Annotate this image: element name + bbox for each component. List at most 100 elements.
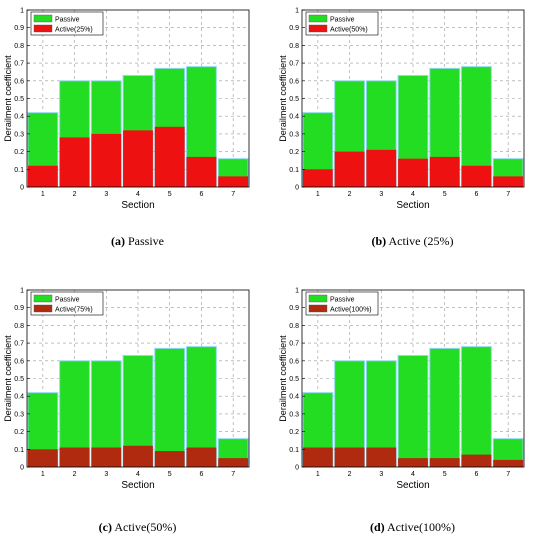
- x-axis-label: Section: [121, 480, 154, 491]
- bar-active: [154, 126, 185, 187]
- bar-active: [398, 158, 428, 187]
- y-tick-label: 0.2: [289, 149, 299, 156]
- x-tick-label: 3: [104, 191, 108, 198]
- bar-active: [218, 458, 249, 467]
- y-tick-label: 0.2: [14, 429, 24, 436]
- bar-active: [91, 133, 122, 187]
- bar-active: [334, 151, 365, 187]
- x-tick-label: 5: [168, 471, 172, 478]
- legend-label: Passive: [55, 17, 80, 24]
- caption-letter: (d): [370, 520, 385, 534]
- x-tick-label: 1: [316, 191, 320, 198]
- y-tick-label: 1: [295, 8, 299, 15]
- bar-active: [302, 447, 333, 467]
- legend-label: Passive: [55, 297, 80, 304]
- x-tick-label: 2: [348, 191, 352, 198]
- chart-panel-d: 0 0.1 0.2 0.3 0.4 0.5 0.6 0.7 0.8 0.9 1 1 2 3 4 5 6 7 Sect…: [275, 268, 550, 536]
- y-tick-label: 0.4: [289, 114, 299, 121]
- caption-text: Active(50%): [114, 520, 177, 534]
- caption-text: Active(100%): [387, 520, 455, 534]
- x-tick-label: 6: [199, 191, 203, 198]
- bar-active: [186, 156, 217, 187]
- chart-caption-d: (d) Active(100%): [275, 520, 550, 535]
- chart-caption-b: (b) Active (25%): [275, 234, 550, 249]
- legend-label: Passive: [330, 17, 355, 24]
- y-tick-label: 0.1: [14, 447, 24, 454]
- caption-letter: (b): [371, 234, 387, 248]
- bar-active: [123, 445, 153, 467]
- y-tick-label: 0.7: [289, 61, 299, 68]
- y-tick-label: 0.6: [289, 78, 299, 85]
- chart-svg-b: 0 0.1 0.2 0.3 0.4 0.5 0.6 0.7 0.8 0.9 1 1 2 3 4 5 6 7 Sect…: [278, 8, 525, 211]
- x-tick-label: 1: [41, 191, 45, 198]
- caption-text: Passive: [128, 234, 164, 248]
- bar-passive: [154, 347, 186, 468]
- x-tick-label: 3: [379, 191, 383, 198]
- y-tick-label: 0.1: [289, 447, 299, 454]
- bar-active: [429, 156, 460, 187]
- bar-active: [27, 165, 58, 187]
- bar-active: [59, 137, 90, 187]
- y-tick-label: 0.9: [289, 305, 299, 312]
- x-tick-label: 6: [474, 471, 478, 478]
- y-tick-label: 0.2: [14, 149, 24, 156]
- x-tick-label: 1: [316, 471, 320, 478]
- y-tick-label: 0.6: [289, 358, 299, 365]
- caption-letter: (a): [111, 234, 125, 248]
- y-tick-label: 0.8: [289, 43, 299, 50]
- legend-swatch: [33, 14, 53, 23]
- chart-panel-a: 0 0.1 0.2 0.3 0.4 0.5 0.6 0.7 0.8 0.9 1 1 2 3 4 5 6 7 Sect…: [0, 0, 275, 268]
- bar-active: [91, 447, 122, 467]
- bar-active: [154, 451, 185, 467]
- y-tick-label: 0.5: [14, 96, 24, 103]
- chart-panel-c: 0 0.1 0.2 0.3 0.4 0.5 0.6 0.7 0.8 0.9 1 1 2 3 4 5 6 7 Sect…: [0, 268, 275, 536]
- chart-svg-c: 0 0.1 0.2 0.3 0.4 0.5 0.6 0.7 0.8 0.9 1 1 2 3 4 5 6 7 Sect…: [3, 288, 250, 491]
- y-tick-label: 1: [295, 288, 299, 295]
- x-tick-label: 4: [136, 471, 140, 478]
- x-tick-label: 4: [411, 191, 415, 198]
- x-tick-label: 3: [104, 471, 108, 478]
- x-tick-label: 6: [199, 471, 203, 478]
- x-tick-label: 5: [443, 471, 447, 478]
- y-tick-label: 0.9: [289, 25, 299, 32]
- bar-active: [302, 169, 333, 187]
- y-tick-label: 0.8: [14, 43, 24, 50]
- x-tick-label: 2: [73, 191, 77, 198]
- y-tick-label: 0.5: [14, 376, 24, 383]
- bar-passive: [461, 346, 492, 468]
- x-axis-label: Section: [396, 480, 429, 491]
- y-tick-label: 0.7: [14, 61, 24, 68]
- bar-active: [398, 458, 428, 467]
- legend-label: Passive: [330, 297, 355, 304]
- y-tick-label: 0: [295, 185, 299, 192]
- x-tick-label: 7: [231, 471, 235, 478]
- y-tick-label: 0: [20, 185, 24, 192]
- legend-label: Active(50%): [330, 27, 368, 34]
- x-tick-label: 5: [168, 191, 172, 198]
- y-tick-label: 0.6: [14, 78, 24, 85]
- x-tick-label: 6: [474, 191, 478, 198]
- bar-active: [461, 454, 492, 467]
- y-tick-label: 0.1: [289, 167, 299, 174]
- chart-panel-b: 0 0.1 0.2 0.3 0.4 0.5 0.6 0.7 0.8 0.9 1 1 2 3 4 5 6 7 Sect…: [275, 0, 550, 268]
- chart-caption-a: (a) Passive: [0, 234, 275, 249]
- bar-active: [461, 165, 492, 187]
- bar-active: [429, 458, 460, 467]
- x-tick-label: 4: [136, 191, 140, 198]
- legend-label: Active(100%): [330, 307, 372, 314]
- bar-active: [218, 176, 249, 187]
- y-tick-label: 0.7: [289, 341, 299, 348]
- legend-swatch: [308, 24, 328, 33]
- y-tick-label: 0.1: [14, 167, 24, 174]
- y-tick-label: 0.4: [289, 394, 299, 401]
- chart-caption-c: (c) Active(50%): [0, 520, 275, 535]
- caption-letter: (c): [98, 520, 112, 534]
- chart-svg-d: 0 0.1 0.2 0.3 0.4 0.5 0.6 0.7 0.8 0.9 1 1 2 3 4 5 6 7 Sect…: [278, 288, 525, 491]
- bar-active: [59, 447, 90, 467]
- bar-passive: [186, 346, 217, 468]
- y-tick-label: 0: [295, 465, 299, 472]
- legend-swatch: [308, 304, 328, 313]
- bar-active: [493, 459, 524, 467]
- y-axis-label: Derailment coefficient: [3, 55, 13, 142]
- x-axis-label: Section: [121, 200, 154, 211]
